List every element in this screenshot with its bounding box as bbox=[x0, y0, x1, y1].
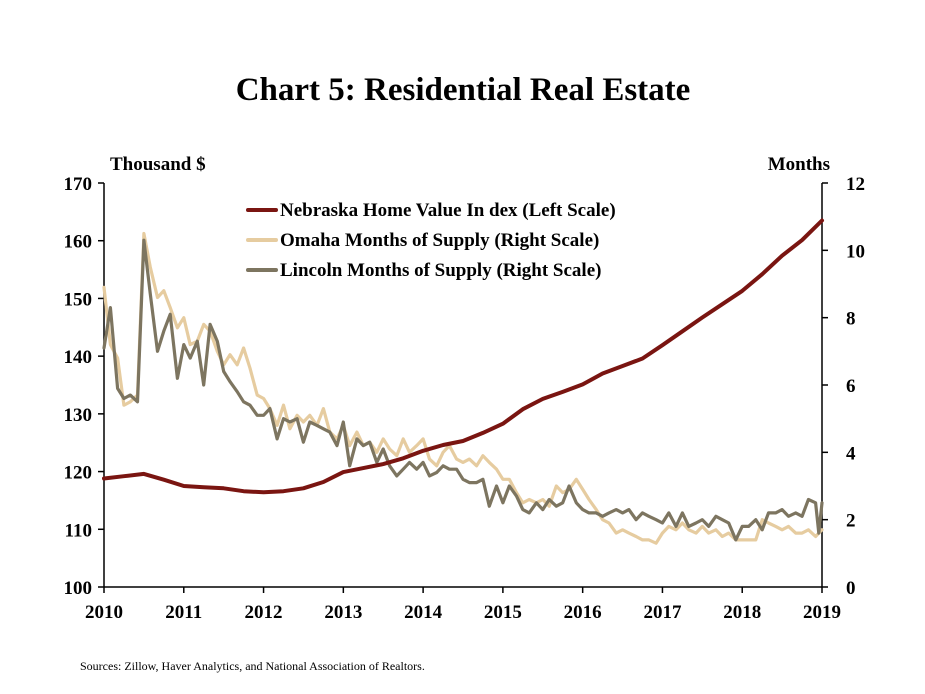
series-line-0 bbox=[102, 218, 824, 495]
x-tick-label: 2016 bbox=[564, 602, 602, 623]
left-tick-label: 140 bbox=[64, 347, 93, 368]
legend-label-1: Omaha Months of Supply (Right Scale) bbox=[280, 230, 599, 251]
left-tick-label: 130 bbox=[64, 405, 93, 426]
x-tick-label: 2011 bbox=[165, 602, 202, 623]
x-tick-label: 2010 bbox=[85, 602, 123, 623]
right-tick-label: 12 bbox=[846, 174, 865, 195]
right-tick-label: 10 bbox=[846, 241, 865, 262]
right-tick-label: 6 bbox=[846, 376, 856, 397]
x-tick-label: 2018 bbox=[723, 602, 761, 623]
legend-label-0: Nebraska Home Value In dex (Left Scale) bbox=[280, 200, 616, 221]
left-tick-label: 120 bbox=[64, 463, 93, 484]
axes: 100 110 120 130 140 150 160 170 0 2 4 6 8 10 12 2010 201… bbox=[64, 174, 866, 623]
x-tick-label: 2017 bbox=[643, 602, 682, 623]
legend-label-2: Lincoln Months of Supply (Right Scale) bbox=[280, 260, 601, 281]
left-tick-label: 100 bbox=[64, 578, 93, 599]
left-tick-label: 160 bbox=[64, 232, 93, 253]
x-tick-label: 2012 bbox=[245, 602, 283, 623]
series-lines bbox=[102, 218, 824, 545]
source-note: Sources: Zillow, Haver Analytics, and Na… bbox=[80, 659, 425, 673]
right-tick-label: 4 bbox=[846, 443, 856, 464]
legend: Nebraska Home Value In dex (Left Scale) O… bbox=[246, 200, 616, 281]
x-tick-label: 2019 bbox=[803, 602, 841, 623]
x-tick-label: 2014 bbox=[404, 602, 443, 623]
x-tick-label: 2013 bbox=[324, 602, 362, 623]
left-tick-label: 170 bbox=[64, 174, 93, 195]
chart-title: Chart 5: Residential Real Estate bbox=[236, 72, 691, 108]
left-tick-label: 150 bbox=[64, 289, 93, 310]
left-tick-label: 110 bbox=[65, 520, 92, 541]
x-tick-label: 2015 bbox=[484, 602, 522, 623]
right-tick-label: 2 bbox=[846, 511, 856, 532]
right-axis-label: Months bbox=[768, 154, 830, 175]
series-line-2 bbox=[102, 238, 824, 542]
right-tick-label: 0 bbox=[846, 578, 856, 599]
right-tick-label: 8 bbox=[846, 309, 856, 330]
left-axis-label: Thousand $ bbox=[110, 154, 206, 175]
